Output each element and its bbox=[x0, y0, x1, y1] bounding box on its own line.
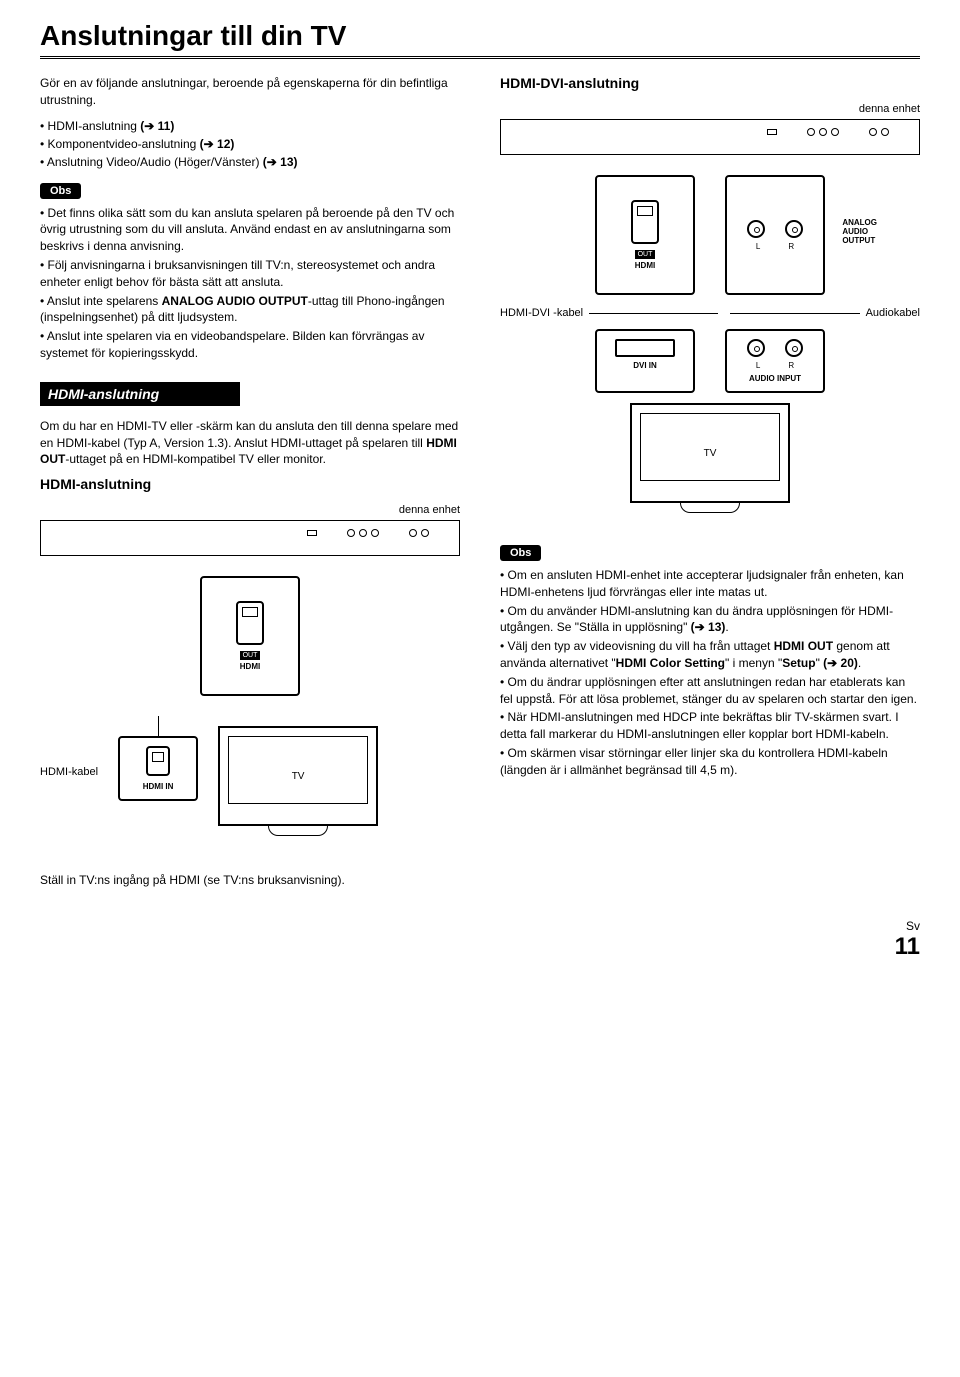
rca-plug-icon bbox=[747, 339, 765, 357]
port-icon bbox=[767, 129, 777, 135]
note-item: Om du använder HDMI-anslutning kan du än… bbox=[500, 603, 920, 637]
port-icon bbox=[307, 530, 317, 536]
hdmi-label: HDMI bbox=[240, 662, 260, 671]
hdmi-label: HDMI bbox=[635, 261, 655, 270]
rca-plug-icon bbox=[747, 220, 765, 238]
tv-stand-icon bbox=[680, 503, 740, 513]
unit-label: denna enhet bbox=[40, 504, 460, 516]
note-item: Om skärmen visar störningar eller linjer… bbox=[500, 745, 920, 779]
player-device-diagram bbox=[500, 119, 920, 155]
port-icon bbox=[371, 529, 379, 537]
l-label: L bbox=[756, 242, 760, 251]
tv-label: TV bbox=[641, 448, 779, 459]
analog-out-box: LR ANALOG AUDIO OUTPUT bbox=[725, 175, 825, 295]
hdmi-section-header: HDMI-anslutning bbox=[40, 382, 240, 406]
tv-stand-icon bbox=[268, 826, 328, 836]
port-icon bbox=[881, 128, 889, 136]
port-icon bbox=[409, 529, 417, 537]
player-device-diagram bbox=[40, 520, 460, 556]
hdmi-connect-heading: HDMI-anslutning bbox=[40, 476, 460, 492]
note-item: Anslut inte spelaren via en videobandspe… bbox=[40, 328, 460, 362]
intro-paragraph: Gör en av följande anslutningar, beroend… bbox=[40, 75, 460, 109]
analog-output-label: ANALOG AUDIO OUTPUT bbox=[842, 219, 877, 245]
hdmi-cable-label: HDMI-kabel bbox=[40, 766, 98, 778]
audio-cable-label: Audiokabel bbox=[866, 307, 920, 319]
hdmi-port-icon bbox=[236, 601, 264, 645]
hdmi-dvi-cable-label: HDMI-DVI -kabel bbox=[500, 307, 583, 319]
unit-label: denna enhet bbox=[500, 103, 920, 115]
obs-badge: Obs bbox=[40, 183, 81, 199]
hdmi-port-icon bbox=[146, 746, 170, 776]
page-number: Sv 11 bbox=[40, 919, 920, 961]
tv-diagram: TV bbox=[218, 726, 378, 826]
hdmi-paragraph: Om du har en HDMI-TV eller -skärm kan du… bbox=[40, 418, 460, 468]
page-title: Anslutningar till din TV bbox=[40, 20, 920, 59]
rca-plug-icon bbox=[785, 220, 803, 238]
obs-notes-bottom: Om en ansluten HDMI-enhet inte acceptera… bbox=[500, 567, 920, 779]
audio-input-label: AUDIO INPUT bbox=[749, 374, 801, 383]
hdmi-dvi-heading: HDMI-DVI-anslutning bbox=[500, 75, 920, 91]
note-item: Anslut inte spelarens ANALOG AUDIO OUTPU… bbox=[40, 293, 460, 327]
list-item: Komponentvideo-anslutning (➔ 12) bbox=[40, 135, 460, 153]
footer-text: Ställ in TV:ns ingång på HDMI (se TV:ns … bbox=[40, 872, 460, 889]
port-icon bbox=[421, 529, 429, 537]
dvi-in-label: DVI IN bbox=[633, 361, 657, 370]
note-item: När HDMI-anslutningen med HDCP inte bekr… bbox=[500, 709, 920, 743]
hdmi-port-icon bbox=[631, 200, 659, 244]
connection-types-list: HDMI-anslutning (➔ 11) Komponentvideo-an… bbox=[40, 117, 460, 171]
dvi-connector-icon bbox=[615, 339, 675, 357]
l-label: L bbox=[756, 361, 760, 370]
hdmi-in-label: HDMI IN bbox=[143, 782, 174, 791]
r-label: R bbox=[788, 242, 794, 251]
obs-badge: Obs bbox=[500, 545, 541, 561]
port-icon bbox=[819, 128, 827, 136]
out-label: OUT bbox=[240, 651, 261, 660]
dvi-in-box: DVI IN bbox=[595, 329, 695, 393]
hdmi-in-box: HDMI IN bbox=[118, 736, 198, 801]
note-item: Följ anvisningarna i bruksanvisningen ti… bbox=[40, 257, 460, 291]
port-icon bbox=[831, 128, 839, 136]
port-icon bbox=[807, 128, 815, 136]
obs-notes-top: Det finns olika sätt som du kan ansluta … bbox=[40, 205, 460, 362]
note-item: Välj den typ av videovisning du vill ha … bbox=[500, 638, 920, 672]
port-icon bbox=[359, 529, 367, 537]
list-item: Anslutning Video/Audio (Höger/Vänster) (… bbox=[40, 153, 460, 171]
out-label: OUT bbox=[635, 250, 656, 259]
line-icon bbox=[589, 313, 718, 319]
note-item: Om du ändrar upplösningen efter att ansl… bbox=[500, 674, 920, 708]
line-icon bbox=[730, 313, 859, 319]
list-item: HDMI-anslutning (➔ 11) bbox=[40, 117, 460, 135]
r-label: R bbox=[788, 361, 794, 370]
note-item: Det finns olika sätt som du kan ansluta … bbox=[40, 205, 460, 255]
hdmi-out-box: OUT HDMI bbox=[200, 576, 300, 696]
audio-input-box: L R AUDIO INPUT bbox=[725, 329, 825, 393]
note-item: Om en ansluten HDMI-enhet inte acceptera… bbox=[500, 567, 920, 601]
port-icon bbox=[869, 128, 877, 136]
hdmi-out-box: OUT HDMI bbox=[595, 175, 695, 295]
rca-plug-icon bbox=[785, 339, 803, 357]
tv-label: TV bbox=[229, 771, 367, 782]
tv-diagram: TV bbox=[630, 403, 790, 503]
port-icon bbox=[347, 529, 355, 537]
